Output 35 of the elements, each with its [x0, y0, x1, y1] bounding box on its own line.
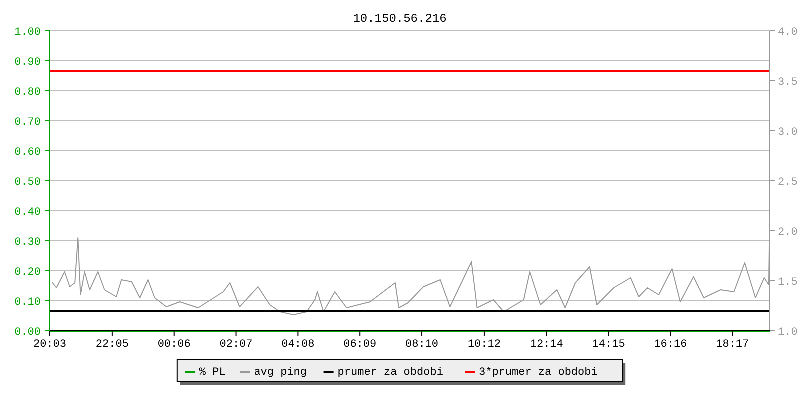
y-tick-label: 0.40	[14, 207, 41, 219]
x-tick-label: 22:05	[96, 339, 129, 351]
x-tick-label: 20:03	[33, 339, 67, 351]
y2-tick-label: 3.5	[778, 77, 798, 89]
legend-label: prumer za obdobi	[338, 367, 444, 379]
legend-label: 3*prumer za obdobi	[479, 367, 598, 379]
legend-label: avg ping	[254, 367, 308, 379]
x-tick-label: 06:09	[344, 339, 377, 351]
x-tick-label: 12:14	[530, 339, 564, 351]
y-tick-label: 0.60	[14, 147, 41, 159]
y2-tick-label: 2.0	[778, 227, 798, 239]
y2-tick-label: 1.5	[778, 277, 798, 289]
y-tick-label: 0.30	[14, 237, 41, 249]
y-tick-label: 0.80	[14, 87, 41, 99]
x-tick-label: 04:08	[282, 339, 315, 351]
x-tick-label: 18:17	[716, 339, 750, 351]
x-tick-label: 02:07	[220, 339, 253, 351]
y-tick-label: 0.70	[14, 117, 41, 129]
y2-tick-label: 2.5	[778, 177, 798, 189]
y2-tick-label: 1.0	[778, 327, 798, 339]
x-tick-label: 00:06	[158, 339, 191, 351]
y-tick-label: 1.00	[14, 27, 41, 39]
y-tick-label: 0.90	[14, 57, 41, 69]
legend-label: % PL	[199, 367, 226, 379]
chart-title: 10.150.56.216	[353, 12, 447, 26]
x-tick-label: 14:15	[592, 339, 626, 351]
y2-tick-label: 3.0	[778, 127, 798, 139]
x-tick-label: 16:16	[654, 339, 688, 351]
y-tick-label: 0.10	[14, 297, 41, 309]
y-tick-label: 0.20	[14, 267, 41, 279]
x-tick-label: 10:12	[468, 339, 501, 351]
x-tick-label: 08:10	[406, 339, 439, 351]
y2-tick-label: 4.0	[778, 27, 798, 39]
y-tick-label: 0.50	[14, 177, 41, 189]
y-tick-label: 0.00	[14, 327, 41, 339]
